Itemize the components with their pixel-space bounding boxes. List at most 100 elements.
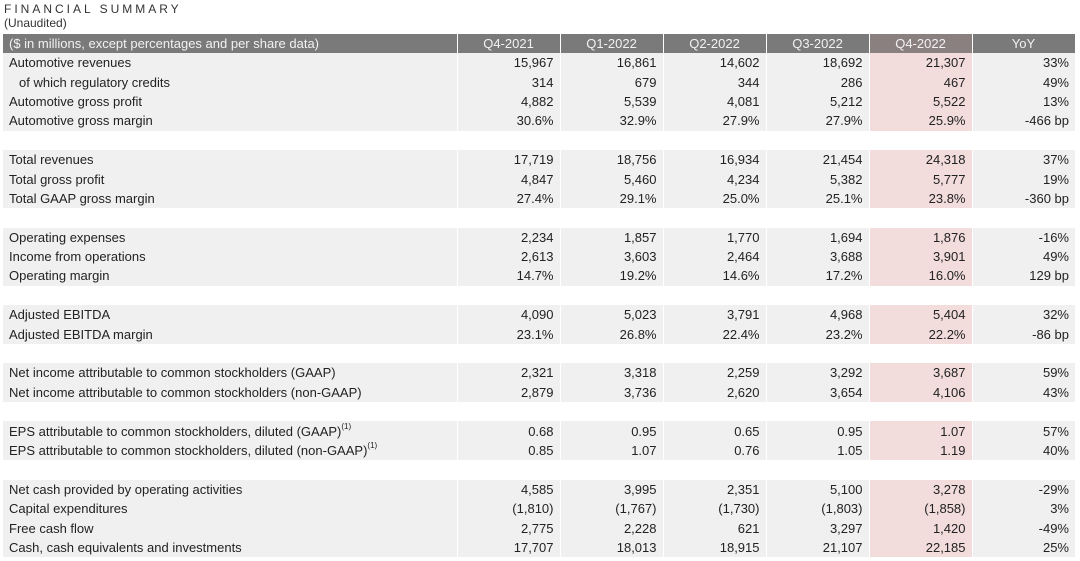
footnote-marker: (1): [341, 421, 352, 431]
table-row: EPS attributable to common stockholders,…: [3, 421, 1075, 441]
table-row: Adjusted EBITDA margin 23.1% 26.8% 22.4% 23.…: [3, 324, 1075, 344]
row-label-text: Total revenues: [9, 152, 94, 168]
row-label-text: Operating expenses: [9, 229, 126, 245]
value-cell: 3,688: [765, 246, 869, 267]
row-label-text: Cash, cash equivalents and investments: [9, 539, 242, 555]
value-cell: 1,876: [868, 227, 972, 247]
table-row: Net income attributable to common stockh…: [3, 382, 1075, 403]
spacer-cell: [3, 402, 1075, 422]
value-cell: 2,879: [456, 382, 560, 403]
value-cell: 21,307: [868, 53, 972, 73]
value-cell: 4,081: [662, 91, 766, 112]
value-cell: 15,967: [456, 53, 560, 73]
row-label: Net income attributable to common stockh…: [3, 382, 457, 403]
value-cell: 21,454: [765, 149, 869, 170]
row-label-text: Automotive revenues: [9, 55, 132, 71]
value-cell: (1,730): [662, 498, 766, 519]
row-label-text: Automotive gross margin: [9, 113, 153, 129]
row-label-text: Income from operations: [9, 249, 146, 265]
yoy-cell: 129 bp: [971, 266, 1075, 286]
value-cell: 1.07: [559, 440, 663, 461]
value-cell: 4,585: [456, 479, 560, 499]
value-cell: 18,915: [662, 537, 766, 558]
value-cell: 3,292: [765, 363, 869, 383]
value-cell: 5,212: [765, 91, 869, 112]
row-label: Automotive gross profit: [3, 91, 457, 112]
table-row: Free cash flow 2,775 2,228 621 3,297 1,420 -49…: [3, 518, 1075, 538]
value-cell: 3,687: [868, 363, 972, 383]
value-cell: 314: [456, 72, 560, 92]
value-cell: 23.2%: [765, 324, 869, 344]
value-cell: 23.1%: [456, 324, 560, 344]
value-cell: 4,847: [456, 169, 560, 189]
value-cell: 14.6%: [662, 266, 766, 286]
page-subtitle: (Unaudited): [4, 16, 67, 30]
yoy-cell: -29%: [971, 479, 1075, 499]
row-label: Adjusted EBITDA: [3, 305, 457, 325]
value-cell: 18,692: [765, 53, 869, 73]
value-cell: 1.19: [868, 440, 972, 461]
value-cell: 23.8%: [868, 188, 972, 209]
table-row: Operating margin 14.7% 19.2% 14.6% 17.2% 16.0…: [3, 266, 1075, 286]
value-cell: (1,810): [456, 498, 560, 519]
header-cell-yoy: YoY: [972, 34, 1076, 53]
table-row: Total gross profit 4,847 5,460 4,234 5,382 5,…: [3, 169, 1075, 189]
row-label-text: Adjusted EBITDA margin: [9, 326, 153, 342]
value-cell: 22,185: [868, 537, 972, 558]
row-label: Operating margin: [3, 266, 457, 286]
table-row: Automotive gross margin 30.6% 32.9% 27.9% 27…: [3, 111, 1075, 131]
value-cell: (1,858): [868, 498, 972, 519]
yoy-cell: 33%: [971, 53, 1075, 73]
value-cell: 2,234: [456, 227, 560, 247]
value-cell: 5,460: [559, 169, 663, 189]
value-cell: 3,278: [868, 479, 972, 499]
value-cell: 2,321: [456, 363, 560, 383]
yoy-cell: 57%: [971, 421, 1075, 441]
spacer-row: [3, 343, 1075, 364]
yoy-cell: 13%: [971, 91, 1075, 112]
yoy-cell: 19%: [971, 169, 1075, 189]
spacer-cell: [3, 208, 1075, 228]
value-cell: 1.05: [765, 440, 869, 461]
row-label: Income from operations: [3, 246, 457, 267]
row-label: Free cash flow: [3, 518, 457, 538]
value-cell: 4,106: [868, 382, 972, 403]
value-cell: 5,023: [559, 305, 663, 325]
financial-summary-table: ($ in millions, except percentages and p…: [3, 34, 1076, 558]
value-cell: 2,620: [662, 382, 766, 403]
row-label-text: Net cash provided by operating activitie…: [9, 481, 243, 497]
row-label: of which regulatory credits: [3, 72, 457, 92]
value-cell: 16,934: [662, 149, 766, 170]
yoy-cell: 32%: [971, 305, 1075, 325]
yoy-cell: 25%: [971, 537, 1075, 558]
value-cell: 2,228: [559, 518, 663, 538]
value-cell: 621: [662, 518, 766, 538]
value-cell: 25.0%: [662, 188, 766, 209]
value-cell: 3,603: [559, 246, 663, 267]
value-cell: 4,882: [456, 91, 560, 112]
value-cell: 25.1%: [765, 188, 869, 209]
value-cell: 5,539: [559, 91, 663, 112]
table-row: Automotive gross profit 4,882 5,539 4,081 5,…: [3, 91, 1075, 112]
value-cell: 16,861: [559, 53, 663, 73]
yoy-cell: 37%: [971, 149, 1075, 170]
row-label: Total gross profit: [3, 169, 457, 189]
table-row: Automotive revenues 15,967 16,861 14,602 18,…: [3, 53, 1075, 73]
row-label-text: Total gross profit: [9, 171, 105, 187]
spacer-cell: [3, 285, 1075, 306]
value-cell: 4,090: [456, 305, 560, 325]
value-cell: 3,318: [559, 363, 663, 383]
value-cell: 17,719: [456, 149, 560, 170]
row-label: Cash, cash equivalents and investments: [3, 537, 457, 558]
yoy-cell: 49%: [971, 246, 1075, 267]
yoy-cell: 43%: [971, 382, 1075, 403]
value-cell: 24,318: [868, 149, 972, 170]
value-cell: 17,707: [456, 537, 560, 558]
value-cell: 18,013: [559, 537, 663, 558]
value-cell: 3,654: [765, 382, 869, 403]
footnote-marker: (1): [367, 441, 378, 450]
value-cell: 0.76: [662, 440, 766, 461]
value-cell: 14,602: [662, 53, 766, 73]
yoy-cell: 49%: [971, 72, 1075, 92]
row-label: Total GAAP gross margin: [3, 188, 457, 209]
